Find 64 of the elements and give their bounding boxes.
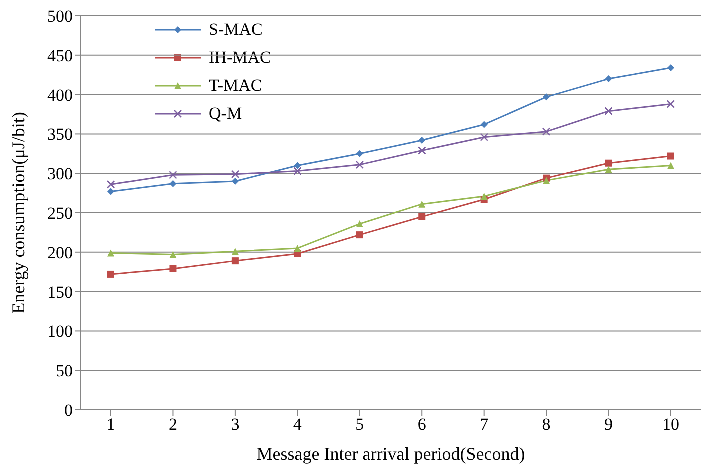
point	[294, 162, 302, 170]
legend-label: T-MAC	[209, 76, 262, 96]
y-tick-label: 100	[48, 322, 73, 342]
point	[668, 64, 674, 72]
point	[543, 177, 550, 184]
point	[356, 232, 364, 239]
point	[604, 107, 613, 116]
x-tick-label: 3	[231, 415, 240, 434]
point	[418, 146, 426, 155]
point	[480, 192, 488, 200]
point	[668, 152, 674, 160]
x-tick-label: 10	[662, 415, 680, 434]
point	[356, 160, 364, 170]
point	[418, 137, 426, 144]
point	[232, 258, 239, 265]
point	[666, 100, 676, 108]
point	[232, 178, 239, 185]
x-tick-label: 6	[418, 415, 426, 434]
y-tick-label: 50	[56, 362, 73, 381]
point	[605, 76, 612, 83]
point	[108, 188, 114, 196]
point	[294, 167, 302, 176]
point	[543, 94, 550, 101]
point	[106, 180, 116, 189]
y-tick-label: 450	[48, 46, 73, 66]
point	[108, 250, 114, 257]
y-tick-label: 150	[48, 282, 73, 302]
point	[356, 220, 364, 228]
point	[170, 265, 177, 272]
y-axis-title: Energy consumption(μJ/bit)	[8, 112, 28, 314]
y-tick-label: 250	[48, 204, 73, 224]
point	[668, 162, 674, 170]
x-axis-title: Message Inter arrival period(Second)	[256, 444, 526, 464]
point	[542, 128, 551, 136]
y-tick-label: 400	[48, 86, 73, 105]
x-tick-label: 2	[168, 415, 178, 434]
x-tick-label: 1	[106, 415, 116, 434]
point	[232, 248, 239, 256]
point	[605, 160, 612, 167]
legend-label: IH-MAC	[209, 48, 272, 68]
point	[418, 200, 426, 208]
point	[418, 213, 426, 220]
x-tick-label: 5	[356, 415, 364, 434]
x-tick-label: 9	[604, 415, 614, 434]
x-tick-label: 4	[293, 415, 302, 434]
point	[356, 150, 364, 158]
y-tick-label: 300	[48, 164, 73, 184]
point	[605, 166, 612, 174]
legend-label: S-MAC	[209, 20, 263, 40]
point	[108, 270, 114, 278]
y-tick-label: 200	[48, 243, 73, 262]
legend-label: Q-M	[209, 104, 242, 124]
point	[170, 251, 177, 258]
point	[169, 171, 178, 180]
point	[170, 180, 177, 188]
point	[294, 244, 302, 252]
point	[480, 121, 488, 128]
y-tick-label: 500	[48, 7, 73, 26]
x-tick-label: 8	[542, 415, 551, 434]
x-tick-label: 7	[480, 415, 490, 434]
y-tick-label: 0	[64, 401, 73, 420]
point	[480, 133, 488, 142]
point	[231, 170, 240, 179]
y-tick-label: 350	[48, 125, 73, 144]
